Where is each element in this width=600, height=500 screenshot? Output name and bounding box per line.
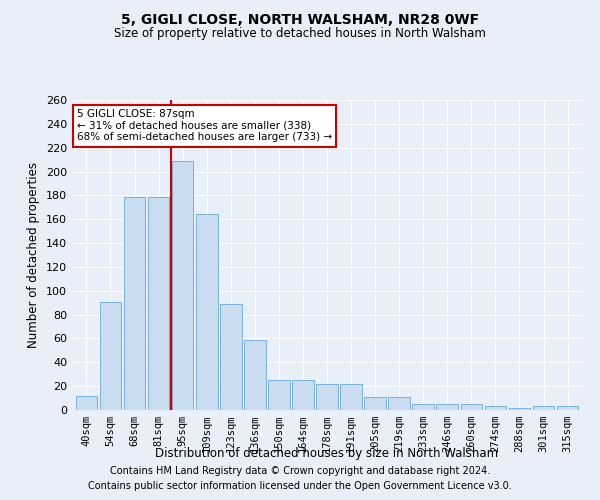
Bar: [268, 380, 290, 410]
Y-axis label: Number of detached properties: Number of detached properties: [28, 162, 40, 348]
Bar: [292, 380, 314, 410]
Bar: [100, 302, 121, 410]
Text: Contains public sector information licensed under the Open Government Licence v3: Contains public sector information licen…: [88, 481, 512, 491]
Bar: [196, 214, 218, 410]
Bar: [485, 406, 506, 410]
Bar: [316, 384, 338, 410]
Bar: [220, 304, 242, 410]
Bar: [364, 397, 386, 410]
Bar: [76, 396, 97, 410]
Bar: [124, 196, 145, 410]
Text: Size of property relative to detached houses in North Walsham: Size of property relative to detached ho…: [114, 28, 486, 40]
Text: 5 GIGLI CLOSE: 87sqm
← 31% of detached houses are smaller (338)
68% of semi-deta: 5 GIGLI CLOSE: 87sqm ← 31% of detached h…: [77, 110, 332, 142]
Bar: [412, 404, 434, 410]
Bar: [461, 404, 482, 410]
Text: Distribution of detached houses by size in North Walsham: Distribution of detached houses by size …: [155, 448, 499, 460]
Bar: [509, 408, 530, 410]
Bar: [148, 196, 169, 410]
Text: 5, GIGLI CLOSE, NORTH WALSHAM, NR28 0WF: 5, GIGLI CLOSE, NORTH WALSHAM, NR28 0WF: [121, 12, 479, 26]
Text: Contains HM Land Registry data © Crown copyright and database right 2024.: Contains HM Land Registry data © Crown c…: [110, 466, 490, 476]
Bar: [436, 404, 458, 410]
Bar: [533, 406, 554, 410]
Bar: [557, 406, 578, 410]
Bar: [172, 161, 193, 410]
Bar: [388, 397, 410, 410]
Bar: [244, 340, 266, 410]
Bar: [340, 384, 362, 410]
